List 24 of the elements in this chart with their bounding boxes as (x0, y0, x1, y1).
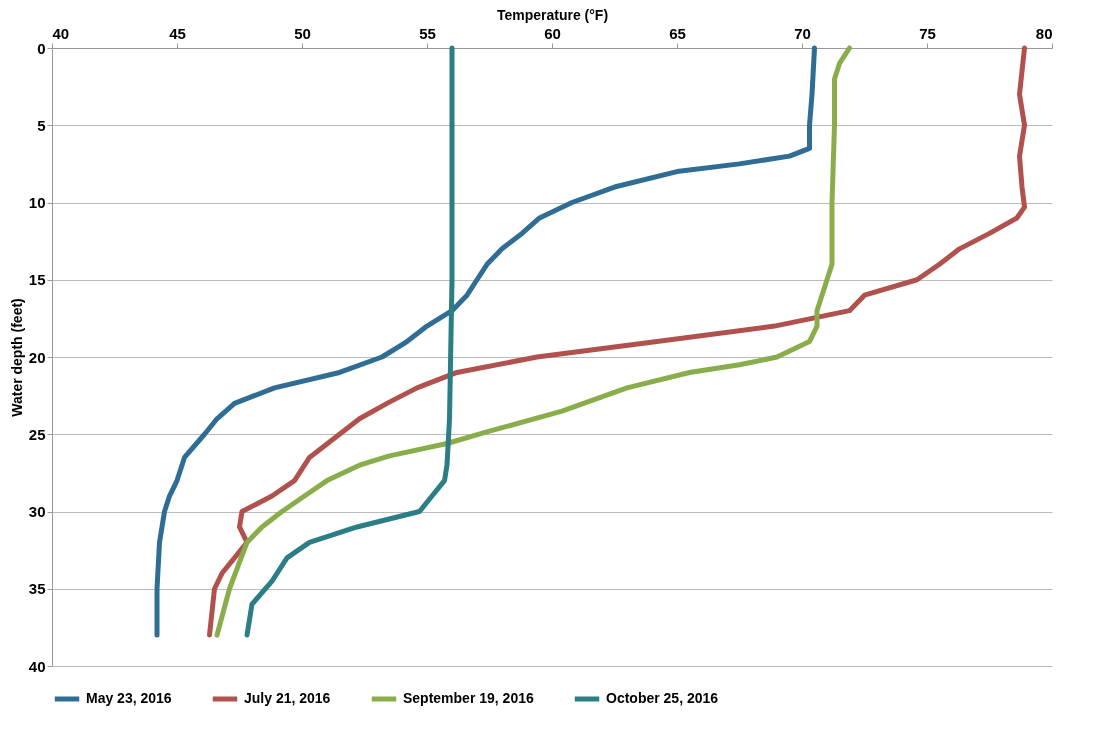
y-tick-label: 25 (28, 425, 46, 443)
x-tick-label: 40 (52, 24, 70, 42)
y-tick-label: 30 (28, 503, 46, 520)
x-axis-title: Temperature (°F) (496, 6, 609, 23)
y-axis-title: Water depth (feet) (8, 298, 25, 417)
y-tick-label: 10 (28, 194, 46, 211)
x-tick-label: 55 (419, 24, 436, 42)
x-tick-label: 50 (294, 24, 311, 42)
legend-label: October 25, 2016 (606, 690, 719, 706)
legend-label: July 21, 2016 (244, 690, 331, 706)
x-tick-label: 60 (544, 24, 561, 42)
legend-label: September 19, 2016 (403, 690, 534, 706)
legend-label: May 23, 2016 (86, 690, 172, 706)
y-tick-label: 0 (37, 39, 46, 57)
y-tick-label: 5 (37, 116, 46, 134)
y-tick-label: 20 (28, 348, 46, 366)
x-tick-label: 45 (169, 24, 186, 42)
x-tick-label: 70 (794, 24, 811, 42)
y-tick-label: 40 (28, 657, 46, 675)
x-tick-label: 80 (1035, 24, 1053, 42)
y-tick-label: 15 (28, 271, 46, 289)
x-tick-label: 65 (669, 24, 686, 42)
x-tick-label: 75 (919, 24, 936, 42)
y-tick-label: 35 (28, 580, 46, 598)
